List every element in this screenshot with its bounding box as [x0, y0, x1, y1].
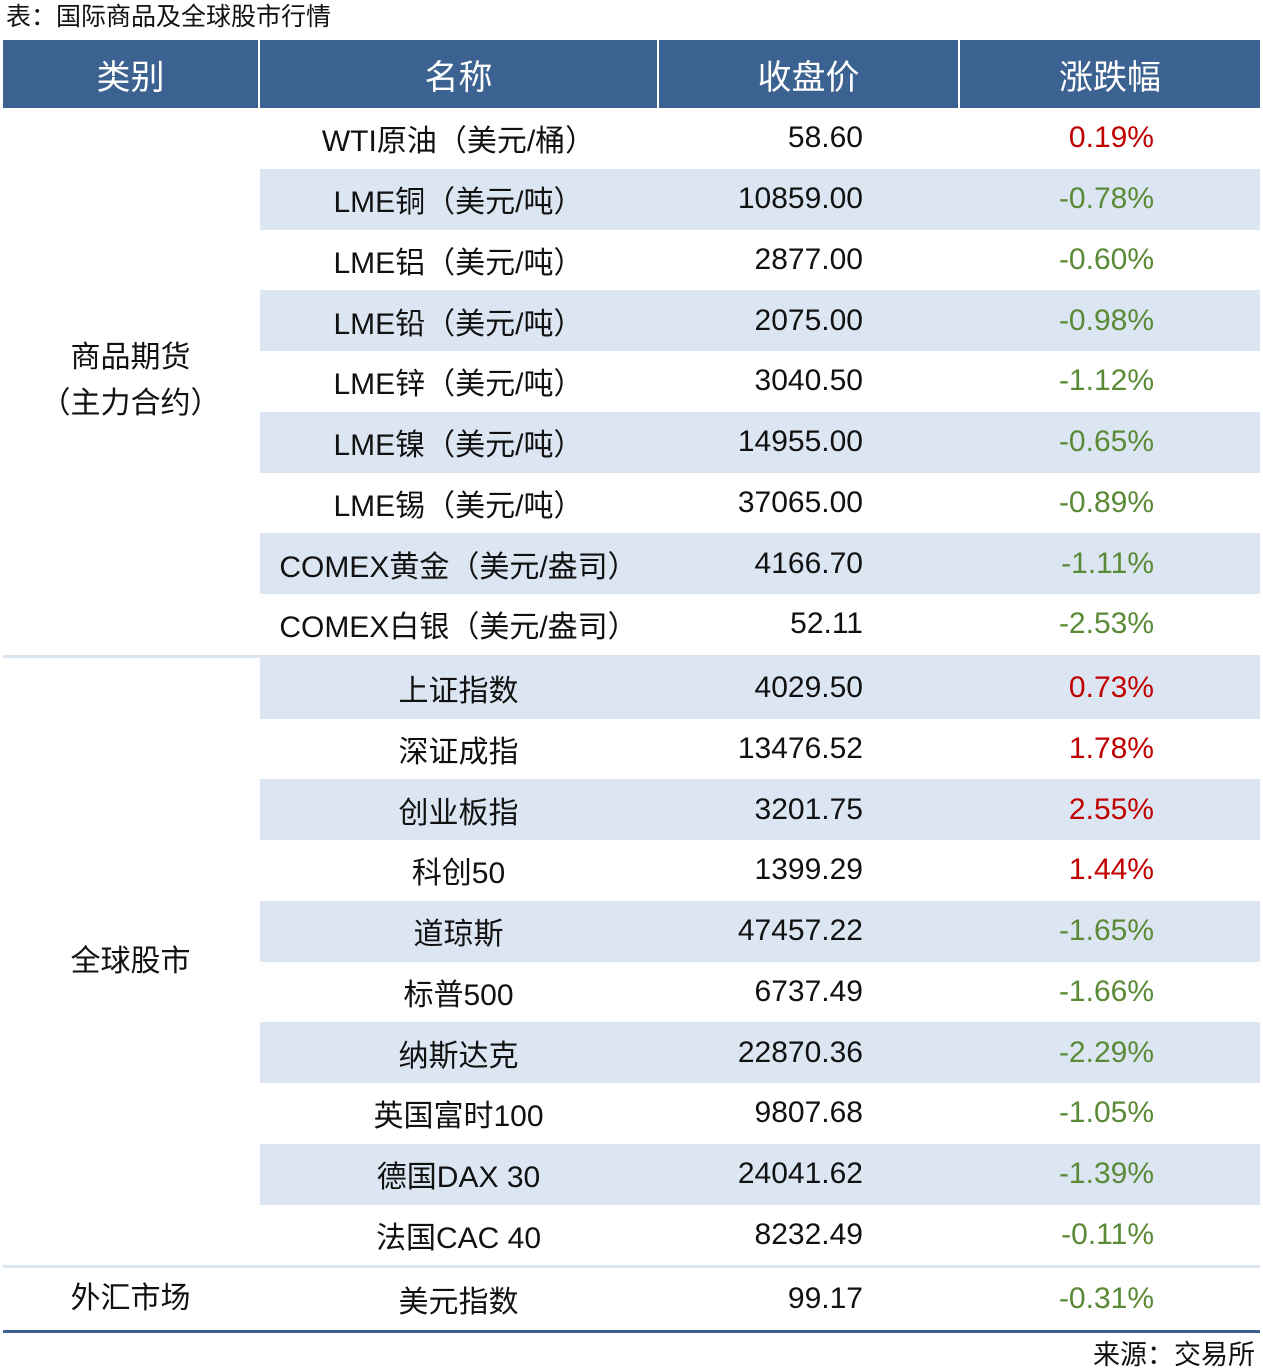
header-cell: 类别 — [96, 58, 165, 97]
table-row — [258, 594, 1260, 655]
price-cell: 2877.00 — [754, 242, 863, 276]
category-cell: 商品期货 （主力合约） — [3, 108, 258, 655]
name-cell: 深证成指 — [258, 718, 657, 780]
table-row — [258, 1204, 1260, 1266]
category-line: 全球股市 — [70, 944, 191, 978]
name-cell: 标普500 — [258, 961, 657, 1023]
header-cell: 涨跌幅 — [958, 40, 1260, 108]
change-cell: -0.98% — [1058, 303, 1154, 337]
table-row — [258, 108, 1260, 169]
price-cell: 6737.49 — [754, 974, 863, 1008]
table-row — [258, 472, 1260, 534]
price-cell: 58.60 — [787, 121, 863, 155]
price-cell: 1399.29 — [754, 853, 863, 887]
price-cell: 3201.75 — [754, 792, 863, 826]
price-cell: 3040.50 — [754, 364, 863, 398]
change-cell: -0.78% — [1058, 182, 1154, 216]
table-row — [258, 411, 1260, 473]
group-separator — [3, 654, 1260, 658]
price-cell: 22870.36 — [737, 1035, 863, 1069]
price-cell: 37065.00 — [737, 485, 863, 519]
name-cell: 纳斯达克 — [258, 1022, 657, 1083]
price-cell: 2075.00 — [754, 303, 863, 337]
category-line: 商品期货 — [70, 341, 191, 375]
price-cell: 47457.22 — [737, 914, 863, 948]
name-cell: 德国DAX 30 — [258, 1143, 657, 1205]
change-cell: -2.29% — [1058, 1035, 1154, 1069]
name-cell: LME铜（美元/吨） — [258, 168, 657, 230]
change-cell: -0.65% — [1058, 425, 1154, 459]
change-cell: -1.11% — [1061, 546, 1154, 580]
name-cell: LME铅（美元/吨） — [258, 290, 657, 351]
table-row — [258, 1083, 1260, 1144]
table-row — [258, 168, 1260, 230]
name-cell: COMEX黄金（美元/盎司） — [258, 533, 657, 594]
change-cell: 1.44% — [1068, 853, 1154, 887]
table-row — [258, 1143, 1260, 1205]
price-cell: 10859.00 — [737, 182, 863, 216]
name-cell: 科创50 — [258, 840, 657, 901]
name-cell: 道琼斯 — [258, 900, 657, 962]
category-cell: 外汇市场 — [3, 1268, 258, 1329]
name-cell: 法国CAC 40 — [258, 1204, 657, 1266]
name-cell: COMEX白银（美元/盎司） — [258, 594, 657, 655]
name-cell: WTI原油（美元/桶） — [258, 108, 657, 169]
change-cell: 1.78% — [1068, 731, 1154, 765]
table-row — [258, 657, 1260, 719]
group-separator — [3, 1265, 1260, 1269]
price-cell: 4166.70 — [754, 546, 863, 580]
price-cell: 4029.50 — [754, 671, 863, 705]
table-row — [258, 229, 1260, 291]
header-cell: 收盘价 — [657, 40, 958, 108]
table-row — [258, 351, 1260, 412]
change-cell: -1.39% — [1058, 1157, 1154, 1191]
change-cell: 2.55% — [1068, 792, 1154, 826]
table-row — [258, 961, 1260, 1023]
name-cell: LME锡（美元/吨） — [258, 472, 657, 534]
price-cell: 9807.68 — [754, 1096, 863, 1130]
change-cell: -1.65% — [1058, 914, 1154, 948]
table-row — [258, 533, 1260, 594]
change-cell: -1.66% — [1058, 974, 1154, 1008]
table-row — [258, 290, 1260, 351]
category-cell: 全球股市 — [3, 657, 258, 1266]
table-row — [258, 1268, 1260, 1329]
change-cell: -0.31% — [1058, 1281, 1154, 1315]
change-cell: -0.60% — [1058, 242, 1154, 276]
change-cell: -0.11% — [1061, 1217, 1154, 1251]
name-cell: 美元指数 — [258, 1268, 657, 1329]
change-cell: 0.19% — [1068, 121, 1154, 155]
change-cell: -2.53% — [1058, 607, 1154, 641]
price-cell: 14955.00 — [737, 425, 863, 459]
table-row — [258, 840, 1260, 901]
table-row — [258, 900, 1260, 962]
table-title: 表：国际商品及全球股市行情 — [6, 3, 332, 31]
change-cell: -0.89% — [1058, 485, 1154, 519]
table-row — [258, 779, 1260, 840]
category-line: （主力合约） — [40, 387, 221, 421]
category-line: 外汇市场 — [70, 1281, 191, 1315]
header-cell: 名称 — [258, 40, 657, 108]
name-cell: 英国富时100 — [258, 1083, 657, 1144]
name-cell: LME锌（美元/吨） — [258, 351, 657, 412]
price-cell: 13476.52 — [737, 731, 863, 765]
change-cell: -1.05% — [1058, 1096, 1154, 1130]
source-note: 来源：交易所 — [1093, 1340, 1255, 1370]
name-cell: LME镍（美元/吨） — [258, 411, 657, 473]
name-cell: 上证指数 — [258, 657, 657, 719]
bottom-rule — [3, 1330, 1260, 1333]
price-cell: 24041.62 — [737, 1157, 863, 1191]
price-cell: 8232.49 — [754, 1217, 863, 1251]
table-row — [258, 1022, 1260, 1083]
price-cell: 52.11 — [790, 607, 863, 641]
name-cell: LME铝（美元/吨） — [258, 229, 657, 291]
name-cell: 创业板指 — [258, 779, 657, 840]
table-row — [258, 718, 1260, 780]
header-row — [3, 40, 1260, 108]
price-cell: 99.17 — [787, 1281, 863, 1315]
change-cell: 0.73% — [1068, 671, 1154, 705]
change-cell: -1.12% — [1058, 364, 1154, 398]
